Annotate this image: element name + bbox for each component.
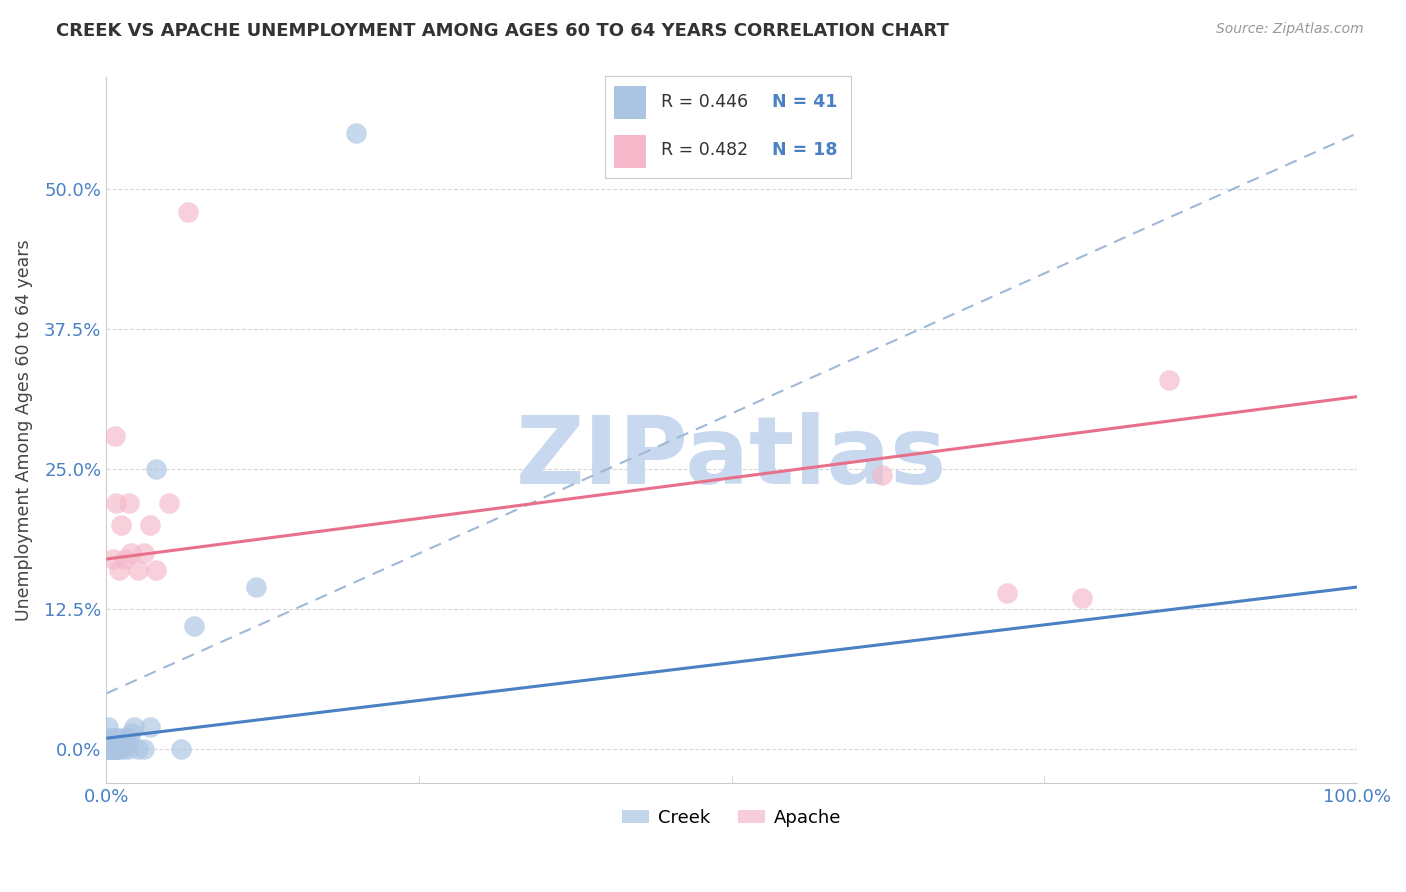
Point bbox=[145, 563, 167, 577]
Point bbox=[132, 742, 155, 756]
Point bbox=[104, 429, 127, 443]
Point bbox=[110, 737, 132, 751]
Point bbox=[101, 737, 124, 751]
Point bbox=[157, 496, 180, 510]
FancyBboxPatch shape bbox=[614, 87, 647, 119]
Point bbox=[105, 737, 128, 751]
Point bbox=[97, 720, 120, 734]
Point bbox=[114, 731, 136, 746]
Point bbox=[127, 742, 149, 756]
Point bbox=[117, 742, 139, 756]
Point bbox=[104, 737, 127, 751]
Point bbox=[101, 731, 124, 746]
Point bbox=[120, 725, 142, 739]
Point bbox=[114, 552, 136, 566]
Point bbox=[98, 742, 121, 756]
Point bbox=[101, 552, 124, 566]
Text: N = 41: N = 41 bbox=[772, 93, 837, 111]
Point bbox=[98, 737, 121, 751]
Point bbox=[139, 720, 162, 734]
Point bbox=[107, 737, 129, 751]
Point bbox=[97, 742, 120, 756]
Point bbox=[995, 585, 1018, 599]
Point bbox=[111, 742, 134, 756]
FancyBboxPatch shape bbox=[614, 136, 647, 168]
Point bbox=[110, 518, 132, 533]
Point bbox=[1070, 591, 1092, 606]
Point bbox=[108, 742, 131, 756]
Y-axis label: Unemployment Among Ages 60 to 64 years: Unemployment Among Ages 60 to 64 years bbox=[15, 239, 32, 621]
Point bbox=[104, 731, 127, 746]
Point bbox=[118, 731, 141, 746]
Point bbox=[108, 737, 131, 751]
Point bbox=[870, 468, 893, 483]
Point bbox=[108, 563, 131, 577]
Point bbox=[108, 737, 131, 751]
Point bbox=[120, 546, 142, 560]
Point bbox=[103, 742, 125, 756]
Text: N = 18: N = 18 bbox=[772, 141, 838, 159]
Point bbox=[100, 737, 122, 751]
Text: R = 0.446: R = 0.446 bbox=[661, 93, 748, 111]
Point bbox=[183, 619, 205, 633]
Point bbox=[103, 737, 125, 751]
Text: ZIPatlas: ZIPatlas bbox=[516, 412, 948, 505]
Point bbox=[107, 742, 129, 756]
Point bbox=[122, 720, 145, 734]
Point bbox=[170, 742, 193, 756]
Legend: Creek, Apache: Creek, Apache bbox=[614, 802, 848, 834]
Text: R = 0.482: R = 0.482 bbox=[661, 141, 748, 159]
Point bbox=[1159, 373, 1181, 387]
Point bbox=[104, 742, 127, 756]
Point bbox=[245, 580, 267, 594]
Point bbox=[100, 742, 122, 756]
Point bbox=[97, 731, 120, 746]
Point bbox=[97, 742, 120, 756]
Point bbox=[105, 742, 128, 756]
Point bbox=[346, 127, 368, 141]
Point bbox=[112, 737, 135, 751]
Point bbox=[108, 731, 131, 746]
Point bbox=[139, 518, 162, 533]
Point bbox=[101, 742, 124, 756]
Point bbox=[118, 496, 141, 510]
Point bbox=[132, 546, 155, 560]
Text: CREEK VS APACHE UNEMPLOYMENT AMONG AGES 60 TO 64 YEARS CORRELATION CHART: CREEK VS APACHE UNEMPLOYMENT AMONG AGES … bbox=[56, 22, 949, 40]
Point bbox=[127, 563, 149, 577]
Text: Source: ZipAtlas.com: Source: ZipAtlas.com bbox=[1216, 22, 1364, 37]
Point bbox=[105, 496, 128, 510]
Point bbox=[115, 737, 138, 751]
Point bbox=[176, 204, 198, 219]
Point bbox=[145, 462, 167, 476]
